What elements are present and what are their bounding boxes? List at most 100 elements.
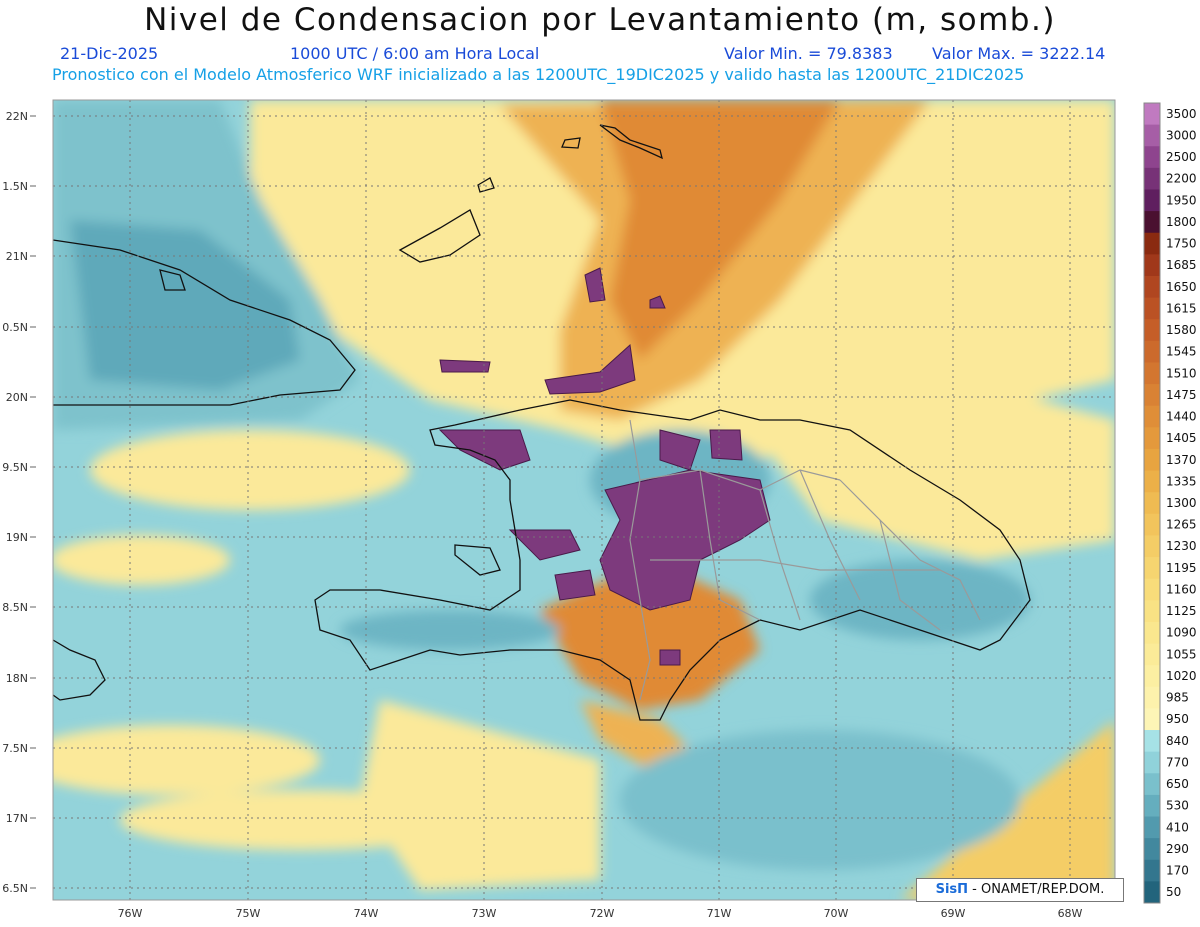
coastlines: [52, 124, 1031, 721]
colorbar-label: 770: [1166, 755, 1189, 769]
colorbar-label: 1090: [1166, 626, 1197, 640]
colorbar-label: 1230: [1166, 539, 1197, 553]
colorbar-label: 1510: [1166, 366, 1197, 380]
colorbar-swatch: [1144, 708, 1160, 731]
colorbar-swatch: [1144, 146, 1160, 169]
colorbar-swatch: [1144, 643, 1160, 666]
colorbar-label: 1615: [1166, 301, 1197, 315]
lat-label: 9.5N: [2, 461, 28, 474]
colorbar-swatch: [1144, 124, 1160, 147]
min-value-label: Valor Min. = 79.8383: [724, 44, 893, 63]
colorbar-label: 290: [1166, 842, 1189, 856]
lat-label: 17N: [6, 812, 28, 825]
colorbar-label: 1300: [1166, 496, 1197, 510]
colorbar-swatch: [1144, 362, 1160, 385]
graticule: [53, 100, 1115, 900]
colorbar-swatch: [1144, 319, 1160, 342]
credit-text: - ONAMET/REP.DOM.: [968, 882, 1105, 897]
colorbar-swatch: [1144, 751, 1160, 774]
colorbar-swatch: [1144, 557, 1160, 580]
colorbar-label: 530: [1166, 799, 1189, 813]
colorbar-label: 840: [1166, 734, 1189, 748]
colorbar-label: 410: [1166, 820, 1189, 834]
lon-label: 73W: [472, 907, 497, 920]
lat-label: 8.5N: [2, 601, 28, 614]
map-frame: [52, 99, 1116, 901]
sispi-logo: SisΠ: [935, 882, 969, 897]
colorbar-swatch: [1144, 232, 1160, 255]
lon-label: 68W: [1058, 907, 1083, 920]
colorbar-swatch: [1144, 859, 1160, 882]
colorbar-label: 1580: [1166, 323, 1197, 337]
colorbar-swatch: [1144, 730, 1160, 753]
forecast-info: Pronostico con el Modelo Atmosferico WRF…: [52, 65, 1025, 84]
colorbar-swatch: [1144, 492, 1160, 515]
map-title: Nivel de Condensacion por Levantamiento …: [144, 2, 1056, 38]
colorbar-swatch: [1144, 578, 1160, 601]
credit-box: SisΠ - ONAMET/REP.DOM.: [916, 878, 1124, 902]
colorbar-swatch: [1144, 686, 1160, 709]
colorbar-label: 650: [1166, 777, 1189, 791]
colorbar-swatch: [1144, 405, 1160, 428]
colorbar-frame: [1143, 102, 1161, 904]
colorbar-label: 1160: [1166, 582, 1197, 596]
lat-label: 1.5N: [2, 180, 28, 193]
colorbar-label: 1265: [1166, 518, 1197, 532]
colorbar-swatch: [1144, 384, 1160, 407]
colorbar-label: 950: [1166, 712, 1189, 726]
lat-label: 6.5N: [2, 882, 28, 895]
colorbar-label: 1405: [1166, 431, 1197, 445]
shaded-field: [53, 100, 1115, 900]
colorbar-swatch: [1144, 600, 1160, 623]
colorbar-swatch: [1144, 167, 1160, 190]
lon-label: 70W: [824, 907, 849, 920]
colorbar-swatch: [1144, 794, 1160, 818]
lat-label: 20N: [6, 391, 28, 404]
colorbar-swatch: [1144, 881, 1160, 904]
colorbar-label: 2200: [1166, 172, 1197, 186]
lon-label: 69W: [941, 907, 966, 920]
colorbar-swatch: [1144, 448, 1160, 472]
colorbar-swatch: [1144, 816, 1160, 839]
lon-label: 72W: [590, 907, 615, 920]
colorbar-label: 1440: [1166, 410, 1197, 424]
colorbar-label: 3000: [1166, 128, 1197, 142]
colorbar-swatch: [1144, 340, 1160, 363]
colorbar-swatch: [1144, 254, 1160, 277]
lat-label: 0.5N: [2, 321, 28, 334]
lon-label: 71W: [707, 907, 732, 920]
colorbar-label: 1950: [1166, 193, 1197, 207]
colorbar-label: 1020: [1166, 669, 1197, 683]
colorbar-swatch: [1144, 427, 1160, 450]
colorbar-label: 985: [1166, 691, 1189, 705]
colorbar-swatch: [1144, 297, 1160, 320]
colorbar-swatch: [1144, 665, 1160, 688]
colorbar-label: 170: [1166, 864, 1189, 878]
colorbar-label: 1800: [1166, 215, 1197, 229]
colorbar-swatch: [1144, 773, 1160, 796]
colorbar-label: 1750: [1166, 237, 1197, 251]
lat-label: 7.5N: [2, 742, 28, 755]
colorbar-label: 2500: [1166, 150, 1197, 164]
lon-label: 75W: [236, 907, 261, 920]
lat-label: 22N: [6, 110, 28, 123]
colorbar-swatch: [1144, 211, 1160, 234]
lat-label: 18N: [6, 672, 28, 685]
colorbar-swatch: [1144, 838, 1160, 861]
colorbar-swatch: [1144, 513, 1160, 536]
colorbar-label: 1125: [1166, 604, 1197, 618]
colorbar-swatch: [1144, 189, 1160, 212]
colorbar-label: 1335: [1166, 474, 1197, 488]
colorbar-swatch: [1144, 470, 1160, 493]
colorbar-label: 50: [1166, 885, 1181, 899]
colorbar-swatch: [1144, 103, 1160, 126]
colorbar-swatch: [1144, 275, 1160, 299]
time-label: 1000 UTC / 6:00 am Hora Local: [290, 44, 540, 63]
longitude-labels: 76W 75W 74W 73W 72W 71W 70W 69W 68W: [118, 907, 1083, 920]
max-value-label: Valor Max. = 3222.14: [932, 44, 1106, 63]
date-label: 21-Dic-2025: [60, 44, 159, 63]
lon-label: 76W: [118, 907, 143, 920]
lat-ticks: [30, 115, 36, 889]
lon-label: 74W: [354, 907, 379, 920]
